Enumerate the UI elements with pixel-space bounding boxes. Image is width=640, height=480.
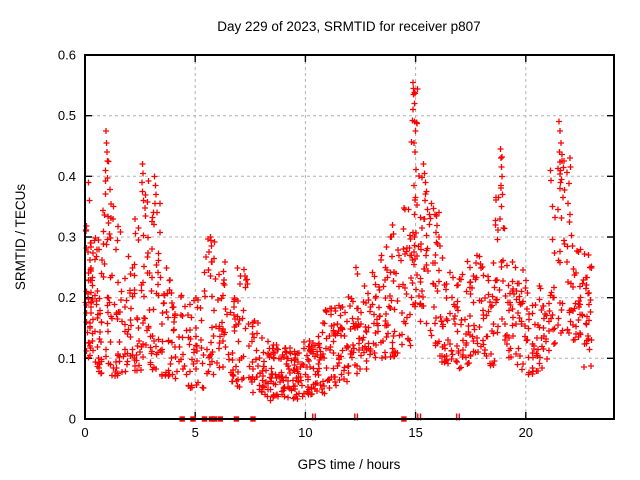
axis-tick-marker — [458, 413, 460, 421]
y-tick-label: 0.2 — [58, 290, 76, 305]
x-tick-label: 0 — [81, 425, 88, 440]
axis-tick-marker — [356, 413, 359, 421]
axis-tick-marker — [417, 413, 419, 421]
y-tick-label: 0.6 — [58, 48, 76, 63]
x-tick-label: 20 — [519, 425, 533, 440]
y-tick-label: 0.3 — [58, 230, 76, 245]
chart-title: Day 229 of 2023, SRMTID for receiver p80… — [217, 19, 480, 34]
x-tick-labels: 0 5 10 15 20 — [81, 425, 533, 440]
axis-tick-marker — [314, 413, 316, 421]
y-tick-label: 0.1 — [58, 351, 76, 366]
y-tick-label: 0 — [69, 412, 76, 427]
y-tick-label: 0.5 — [58, 108, 76, 123]
x-tick-label: 15 — [408, 425, 422, 440]
y-axis-label: SRMTID / TECUs — [13, 184, 28, 291]
x-axis-label: GPS time / hours — [298, 457, 401, 472]
y-tick-labels: 0 0.1 0.2 0.3 0.4 0.5 0.6 — [58, 48, 76, 427]
y-tick-label: 0.4 — [58, 169, 76, 184]
data-points — [82, 79, 595, 404]
x-tick-label: 10 — [298, 425, 312, 440]
axis-tick-marker — [419, 413, 422, 421]
axis-tick-marker — [312, 413, 314, 421]
baseline-markers — [179, 413, 460, 422]
x-tick-label: 5 — [192, 425, 199, 440]
axis-tick-marker — [455, 413, 458, 421]
plot-border — [84, 54, 615, 420]
gridlines — [85, 55, 614, 419]
axis-tick-marker — [354, 413, 356, 421]
